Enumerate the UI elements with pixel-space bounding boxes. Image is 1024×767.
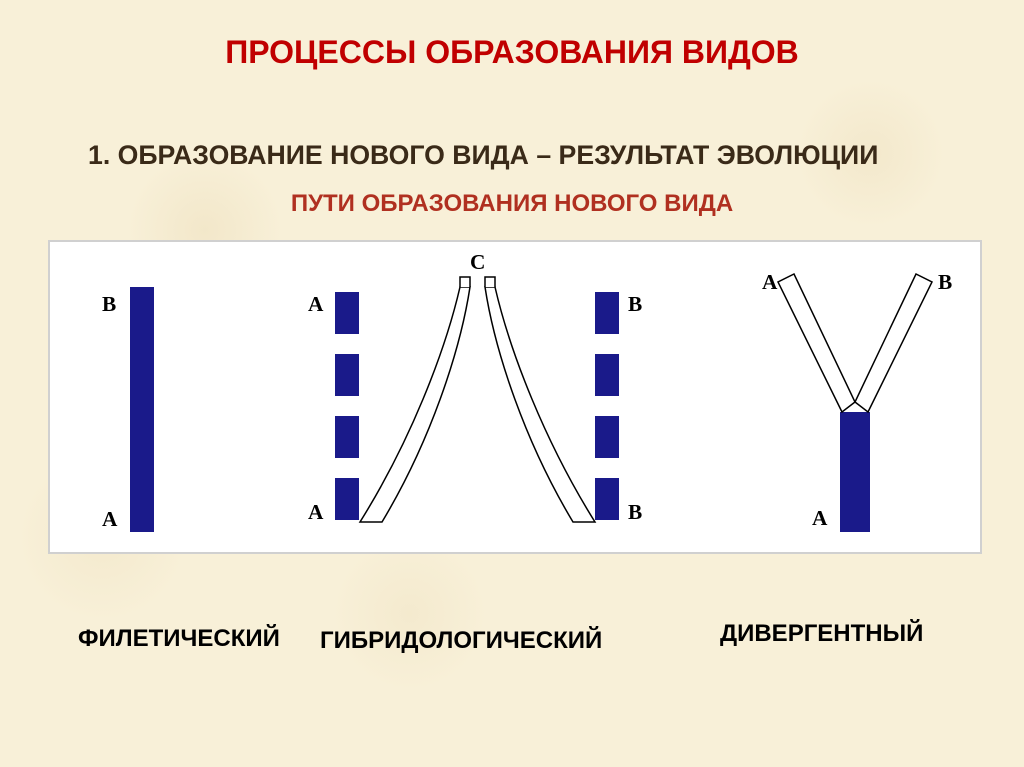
caption-divergent: ДИВЕРГЕНТНЫЙ [720,620,923,648]
divergent-label-bottom: A [812,506,827,531]
divergent-fork [50,242,980,552]
divergent-label-right: B [938,270,952,295]
divergent-label-left: A [762,270,777,295]
diagram-panel: B A C A A B B A B A [48,240,982,554]
caption-hybrid: ГИБРИДОЛОГИЧЕСКИЙ [320,627,602,655]
caption-phyletic: ФИЛЕТИЧЕСКИЙ [78,625,280,653]
sub-heading: ПУТИ ОБРАЗОВАНИЯ НОВОГО ВИДА [0,190,1024,218]
main-title: ПРОЦЕССЫ ОБРАЗОВАНИЯ ВИДОВ [0,34,1024,71]
section-heading: 1. ОБРАЗОВАНИЕ НОВОГО ВИДА – РЕЗУЛЬТАТ Э… [88,140,878,171]
